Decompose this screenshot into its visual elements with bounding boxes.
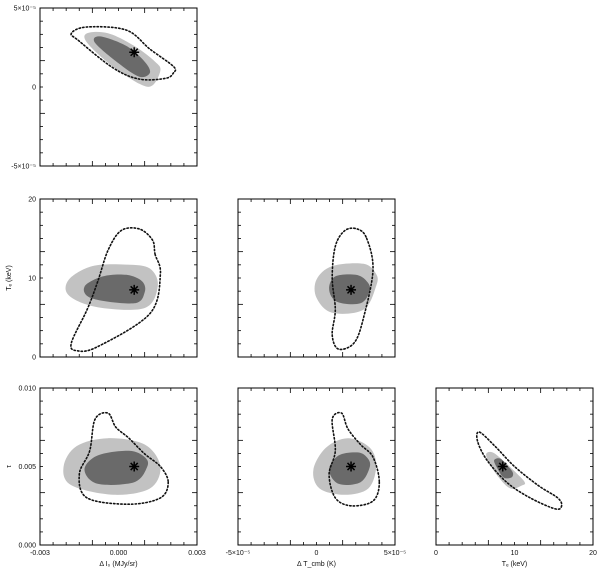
best-fit-marker xyxy=(346,461,357,472)
y-tick-label: 0 xyxy=(32,85,36,92)
tick-marks xyxy=(238,388,395,545)
y-axis-label: τ xyxy=(6,465,13,468)
tick-marks xyxy=(40,8,197,166)
x-axis-label: Δ T_cmb (K) xyxy=(297,561,336,568)
alternate-contour xyxy=(475,431,563,511)
y-axis-label: Tₑ (keV) xyxy=(6,265,13,291)
alternate-contour xyxy=(78,411,170,506)
alternate-contour xyxy=(331,227,374,351)
tick-marks xyxy=(40,388,197,545)
best-fit-marker xyxy=(346,284,357,295)
best-fit-marker xyxy=(497,461,508,472)
tick-marks xyxy=(40,199,197,357)
confidence-region-inner xyxy=(83,274,146,304)
x-tick-label: 0.000 xyxy=(110,550,128,557)
panel-1: -5×10⁻⁵ 0 5×10⁻⁵ xyxy=(11,6,198,171)
x-tick-label: 0 xyxy=(434,550,438,557)
confidence-region-inner xyxy=(93,36,151,78)
confidence-region-inner xyxy=(84,450,149,485)
y-tick-label: -5×10⁻⁵ xyxy=(11,164,36,171)
x-axis-label: Δ I₀ (MJy/sr) xyxy=(99,561,137,568)
plot-frame xyxy=(39,7,198,167)
x-tick-label: 0.003 xyxy=(188,550,206,557)
y-tick-label: 10 xyxy=(28,276,36,283)
panel-3 xyxy=(237,198,396,358)
y-tick-label: 20 xyxy=(28,197,36,204)
best-fit-marker xyxy=(129,461,140,472)
alternate-contour xyxy=(70,227,162,353)
panel-6: 0 10 20 Tₑ (keV) xyxy=(434,387,597,568)
best-fit-marker xyxy=(129,47,140,58)
panel-2: 0 10 20 Tₑ (keV) xyxy=(6,197,198,362)
y-tick-label: 0.000 xyxy=(18,543,36,550)
x-tick-label: 20 xyxy=(589,550,597,557)
x-tick-label: 0 xyxy=(315,550,319,557)
best-fit-marker xyxy=(129,284,140,295)
y-tick-label: 5×10⁻⁵ xyxy=(14,6,36,13)
y-tick-label: 0 xyxy=(32,355,36,362)
x-tick-label: -0.003 xyxy=(30,550,50,557)
alternate-contour xyxy=(328,411,381,507)
x-axis-label: Tₑ (keV) xyxy=(502,561,528,568)
tick-marks xyxy=(238,199,395,357)
tick-marks xyxy=(436,388,593,545)
y-tick-label: 0.010 xyxy=(18,386,36,393)
x-tick-label: 5×10⁻⁵ xyxy=(384,550,406,557)
x-tick-label: 10 xyxy=(511,550,519,557)
alternate-contour xyxy=(70,25,177,81)
x-tick-label: -5×10⁻⁵ xyxy=(226,550,251,557)
y-tick-label: 0.005 xyxy=(18,464,36,471)
panel-5: -5×10⁻⁵ 0 5×10⁻⁵ Δ T_cmb (K) xyxy=(226,387,406,568)
